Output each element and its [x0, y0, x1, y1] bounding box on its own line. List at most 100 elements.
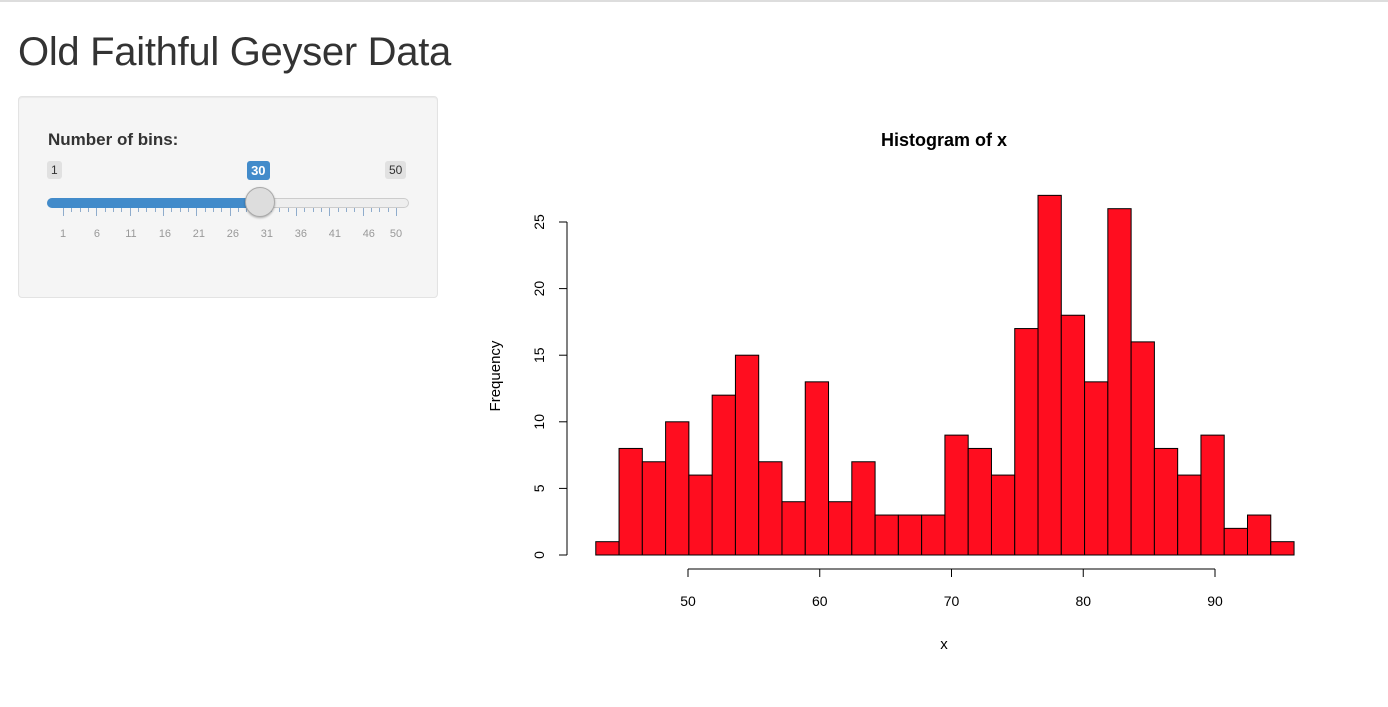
slider-tick	[196, 208, 198, 216]
slider-tick	[87, 208, 89, 212]
slider-tick	[396, 208, 397, 216]
slider-tick	[229, 208, 231, 216]
slider-tick	[171, 208, 173, 212]
histogram-bar	[1037, 194, 1062, 556]
histogram-bar	[711, 394, 736, 556]
slider-tick	[187, 208, 189, 212]
top-border	[0, 0, 1388, 2]
slider-tick	[121, 208, 123, 212]
slider-tick	[154, 208, 156, 212]
slider-tick	[304, 208, 306, 212]
y-tick-label: 0	[531, 551, 547, 559]
histogram-bar	[1223, 527, 1248, 556]
slider-tick	[312, 208, 314, 212]
slider-tick	[296, 208, 298, 216]
slider-tick-label: 36	[294, 228, 307, 240]
histogram-bar	[665, 421, 690, 556]
x-tick-label: 90	[1207, 593, 1223, 609]
histogram-bar	[734, 354, 760, 556]
slider-tick	[362, 208, 364, 216]
slider-tick-label: 50	[389, 228, 403, 240]
y-tick-label: 5	[531, 484, 547, 492]
slider-tick	[371, 208, 373, 212]
histogram-bar	[1014, 328, 1039, 556]
histogram-bar	[990, 474, 1016, 556]
slider-tick	[179, 208, 181, 212]
slider-fill	[47, 198, 261, 208]
slider-tick	[71, 208, 73, 212]
x-axis-label: x	[940, 636, 948, 653]
histogram-bar	[874, 514, 899, 556]
slider-tick	[354, 208, 356, 212]
slider-tick	[104, 208, 106, 212]
slider-tick	[79, 208, 81, 212]
slider-tick	[112, 208, 114, 212]
slider-tick-label: 6	[93, 228, 101, 240]
chart-title: Histogram of x	[881, 130, 1007, 150]
slider-tick-label: 26	[226, 228, 240, 240]
slider-tick	[346, 208, 348, 212]
slider-tick-label: 46	[362, 228, 375, 240]
histogram-bar	[1177, 474, 1202, 556]
page-title: Old Faithful Geyser Data	[18, 30, 451, 74]
slider-tick	[237, 208, 239, 212]
histogram-bar	[1130, 341, 1155, 556]
histogram-bar	[1200, 434, 1225, 556]
slider-tick-label: 1	[59, 228, 67, 240]
slider-tick	[137, 208, 139, 212]
slider-tick-label: 31	[260, 228, 273, 240]
y-axis-label: Frequency	[487, 340, 504, 411]
x-tick-label: 60	[812, 593, 828, 609]
histogram-bar	[1246, 514, 1272, 556]
x-tick-label: 50	[680, 593, 696, 609]
slider-tick	[221, 208, 223, 212]
y-tick-label: 25	[531, 214, 547, 230]
slider-tick	[63, 208, 64, 216]
slider-tick	[162, 208, 164, 216]
slider-tick	[212, 208, 214, 212]
slider-tick	[329, 208, 331, 216]
histogram-bar	[828, 501, 853, 556]
histogram-bar	[618, 447, 643, 556]
y-tick-label: 15	[531, 347, 547, 363]
sidebar-panel: Number of bins: 1 50 30 1 6 11 16 21 26 31 36 41…	[18, 96, 438, 298]
slider-max-label: 50	[385, 161, 407, 179]
slider-tick	[146, 208, 148, 212]
histogram-bar	[967, 447, 992, 556]
histogram-bar	[1060, 314, 1086, 556]
histogram-bar	[851, 461, 876, 556]
x-tick-label: 70	[944, 593, 960, 609]
histogram-bar	[1270, 541, 1295, 556]
slider-handle[interactable]	[245, 187, 276, 217]
slider-min-label: 1	[47, 161, 62, 179]
y-tick-label: 20	[531, 281, 547, 297]
histogram-bar	[1107, 208, 1132, 556]
slider-tick-label: 41	[328, 228, 341, 240]
slider-tick	[96, 208, 98, 216]
bins-label: Number of bins:	[48, 130, 179, 149]
slider-tick	[279, 208, 281, 212]
histogram-bar	[1084, 381, 1109, 556]
slider-tick-label: 16	[158, 228, 172, 240]
slider-tick	[129, 208, 131, 216]
slider-tick	[321, 208, 323, 212]
histogram-bar	[688, 474, 713, 556]
slider-tick	[204, 208, 206, 212]
histogram-bar	[641, 461, 667, 556]
slider-tick	[287, 208, 289, 212]
histogram-bar	[595, 541, 620, 556]
slider-tick	[379, 208, 381, 212]
slider-tick	[337, 208, 339, 212]
histogram-bar	[897, 514, 923, 556]
histogram-bar	[804, 381, 830, 556]
histogram-bar	[921, 514, 946, 556]
histogram-bar	[758, 461, 783, 556]
slider-tick-label: 21	[192, 228, 206, 240]
histogram-bar	[944, 434, 969, 556]
x-tick-label: 80	[1075, 593, 1091, 609]
histogram-bar	[1153, 447, 1179, 556]
slider-tick-label: 11	[125, 228, 137, 240]
histogram-bar	[781, 501, 806, 556]
y-tick-label: 10	[531, 414, 547, 430]
